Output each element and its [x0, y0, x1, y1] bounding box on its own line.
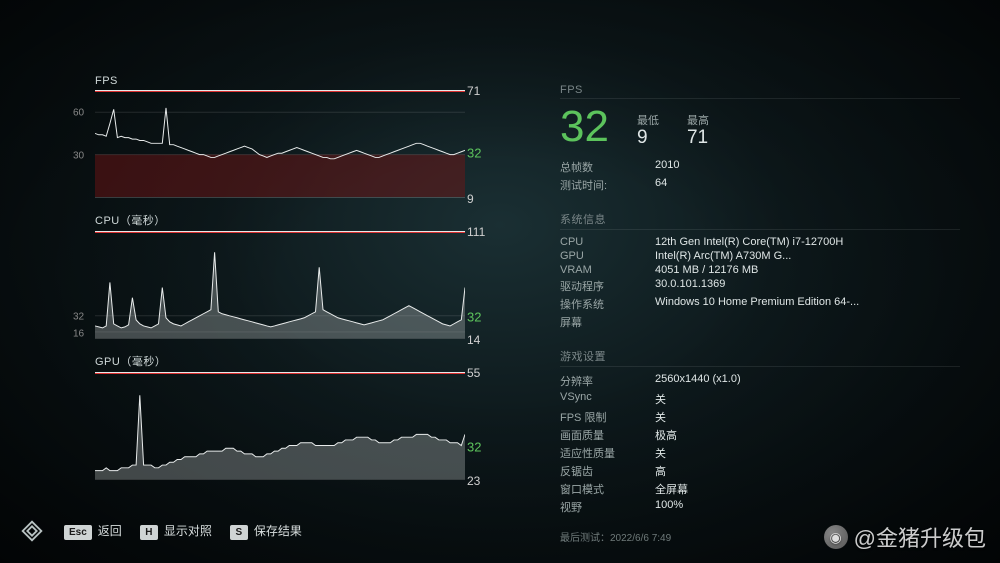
kv-row: 驱动程序30.0.101.1369 — [560, 278, 960, 294]
compare-button[interactable]: H显示对照 — [140, 522, 212, 540]
fps-min-label: 最低 — [637, 112, 659, 128]
chart-r-max: 111 — [467, 225, 493, 239]
fps-min-value: 9 — [637, 128, 648, 149]
chart-r-min: 23 — [467, 474, 493, 488]
kv-key: 操作系统 — [560, 296, 655, 312]
settings-list: 分辨率2560x1440 (x1.0)VSync关FPS 限制关画面质量极高适应… — [560, 373, 960, 515]
kv-key: 画面质量 — [560, 427, 655, 443]
kv-key: 驱动程序 — [560, 278, 655, 294]
kv-row: 测试时间:64 — [560, 177, 960, 193]
chart-block: FPS 603071329 — [95, 75, 465, 198]
kv-key: 反锯齿 — [560, 463, 655, 479]
kv-row: 反锯齿高 — [560, 463, 960, 479]
kv-row: 窗口模式全屏幕 — [560, 481, 960, 497]
chart-box: 603071329 — [95, 90, 465, 198]
fps-avg-value: 32 — [560, 105, 609, 149]
esc-key-badge: Esc — [64, 525, 92, 540]
kv-row: 适应性质量关 — [560, 445, 960, 461]
kv-row: VRAM4051 MB / 12176 MB — [560, 264, 960, 276]
kv-value: Windows 10 Home Premium Edition 64-... — [655, 296, 859, 312]
weibo-icon: ◉ — [824, 525, 848, 549]
chart-block: GPU（毫秒） 553223 — [95, 353, 465, 480]
kv-key: 分辨率 — [560, 373, 655, 389]
y-tick: 16 — [73, 328, 84, 339]
kv-row: CPU12th Gen Intel(R) Core(TM) i7-12700H — [560, 236, 960, 248]
fps-max-label: 最高 — [687, 112, 709, 128]
system-section-title: 系统信息 — [560, 211, 960, 230]
fps-max-value: 71 — [687, 128, 708, 149]
kv-row: 视野100% — [560, 499, 960, 515]
chart-r-min: 14 — [467, 333, 493, 347]
chart-box: 32161113214 — [95, 231, 465, 339]
system-list: CPU12th Gen Intel(R) Core(TM) i7-12700HG… — [560, 236, 960, 330]
kv-value: 64 — [655, 177, 667, 193]
kv-row: 操作系统Windows 10 Home Premium Edition 64-.… — [560, 296, 960, 312]
y-tick: 60 — [73, 107, 84, 118]
kv-row: 画面质量极高 — [560, 427, 960, 443]
chart-r-avg: 32 — [467, 439, 493, 454]
kv-value: 关 — [655, 409, 666, 425]
h-key-badge: H — [140, 525, 158, 540]
chart-r-avg: 32 — [467, 310, 493, 325]
bottom-bar: Esc返回 H显示对照 S保存结果 — [18, 517, 302, 545]
chart-r-max: 71 — [467, 84, 493, 98]
kv-row: 屏幕 — [560, 314, 960, 330]
fps-section-title: FPS — [560, 84, 960, 99]
kv-key: GPU — [560, 250, 655, 262]
kv-value: 2010 — [655, 159, 679, 175]
y-tick: 32 — [73, 312, 84, 323]
kv-value: 12th Gen Intel(R) Core(TM) i7-12700H — [655, 236, 843, 248]
kv-key: FPS 限制 — [560, 409, 655, 425]
kv-row: GPUIntel(R) Arc(TM) A730M G... — [560, 250, 960, 262]
y-tick: 30 — [73, 150, 84, 161]
back-button[interactable]: Esc返回 — [64, 522, 122, 540]
kv-value: 100% — [655, 499, 683, 515]
chart-title: FPS — [95, 75, 465, 87]
kv-key: 适应性质量 — [560, 445, 655, 461]
kv-key: 窗口模式 — [560, 481, 655, 497]
kv-row: VSync关 — [560, 391, 960, 407]
s-key-badge: S — [230, 525, 248, 540]
kv-key: 测试时间: — [560, 177, 655, 193]
chart-r-avg: 32 — [467, 145, 493, 160]
kv-key: 屏幕 — [560, 314, 655, 330]
kv-row: 总帧数2010 — [560, 159, 960, 175]
kv-row: FPS 限制关 — [560, 409, 960, 425]
settings-section-title: 游戏设置 — [560, 348, 960, 367]
fps-summary-row: 32 最低 9 最高 71 — [560, 105, 960, 149]
chart-title: GPU（毫秒） — [95, 353, 465, 369]
kv-key: VSync — [560, 391, 655, 407]
charts-panel: FPS 603071329 CPU（毫秒） 32161113214 GPU（毫秒） 553… — [95, 75, 465, 494]
chart-box: 553223 — [95, 372, 465, 480]
kv-value: 关 — [655, 445, 666, 461]
kv-key: CPU — [560, 236, 655, 248]
totals-list: 总帧数2010测试时间:64 — [560, 159, 960, 193]
kv-key: VRAM — [560, 264, 655, 276]
kv-value: 高 — [655, 463, 666, 479]
chart-block: CPU（毫秒） 32161113214 — [95, 212, 465, 339]
info-panel: FPS 32 最低 9 最高 71 总帧数2010测试时间:64 系统信息 CP… — [560, 84, 960, 544]
kv-key: 总帧数 — [560, 159, 655, 175]
kv-value: Intel(R) Arc(TM) A730M G... — [655, 250, 791, 262]
kv-value: 2560x1440 (x1.0) — [655, 373, 741, 389]
kv-value: 极高 — [655, 427, 677, 443]
kv-value: 30.0.101.1369 — [655, 278, 725, 294]
kv-key: 视野 — [560, 499, 655, 515]
kv-value: 关 — [655, 391, 666, 407]
chart-r-max: 55 — [467, 366, 493, 380]
kv-value: 全屏幕 — [655, 481, 688, 497]
save-button[interactable]: S保存结果 — [230, 522, 302, 540]
loop-icon — [18, 517, 46, 545]
kv-row: 分辨率2560x1440 (x1.0) — [560, 373, 960, 389]
chart-r-min: 9 — [467, 192, 493, 206]
watermark: ◉ @金猪升级包 — [824, 521, 986, 553]
chart-title: CPU（毫秒） — [95, 212, 465, 228]
kv-value: 4051 MB / 12176 MB — [655, 264, 758, 276]
